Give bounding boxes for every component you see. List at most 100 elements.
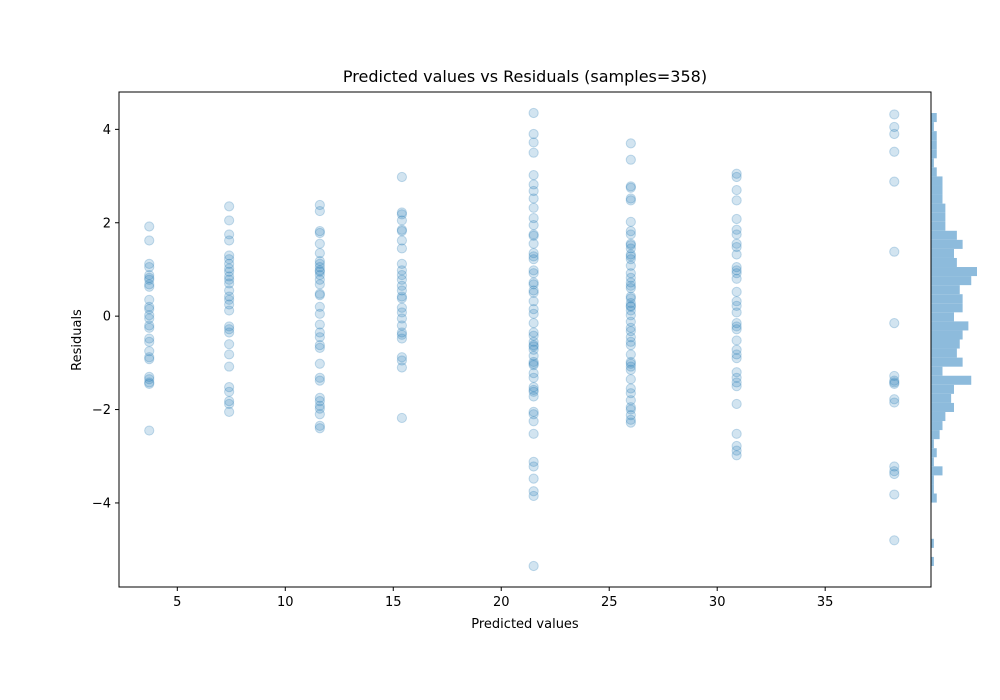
chart-title: Predicted values vs Residuals (samples=3… [343, 67, 707, 86]
scatter-point [314, 227, 325, 239]
scatter-point [625, 138, 636, 149]
scatter-point [625, 322, 636, 333]
histogram-bar [931, 339, 960, 349]
x-axis-label: Predicted values [471, 617, 579, 632]
scatter-point [314, 409, 325, 420]
scatter-point [625, 414, 636, 425]
y-axis-label: Residuals [70, 309, 85, 371]
scatter-point [528, 340, 539, 351]
scatter-point [528, 238, 539, 249]
scatter-point [528, 318, 539, 329]
scatter-point [528, 219, 539, 231]
scatter-point [144, 301, 155, 312]
scatter-point [396, 329, 408, 340]
histogram-bar [931, 212, 946, 222]
scatter-point [314, 396, 325, 407]
scatter-point [224, 386, 235, 397]
scatter-point [528, 344, 539, 355]
scatter-point [528, 268, 539, 279]
scatter-point [224, 321, 235, 332]
scatter-point [889, 461, 900, 472]
scatter-point [731, 273, 742, 284]
histogram-bar [931, 357, 963, 367]
scatter-point [528, 304, 539, 315]
scatter-point [528, 409, 539, 420]
scatter-point [731, 440, 742, 452]
histogram-bar [931, 194, 943, 204]
scatter-point [625, 182, 636, 193]
scatter-point [625, 325, 636, 337]
scatter-point [314, 403, 325, 414]
scatter-point [528, 327, 539, 338]
histogram-bar [931, 158, 934, 168]
scatter-point [528, 330, 539, 341]
scatter-point [528, 279, 539, 290]
histogram-bar [931, 538, 934, 548]
scatter-point [889, 375, 900, 386]
histogram-bar [931, 185, 943, 195]
y-tick-label: 4 [103, 123, 111, 138]
scatter-point [528, 147, 539, 158]
scatter-point [314, 199, 325, 211]
scatter-point [396, 313, 408, 324]
scatter-point [731, 381, 742, 392]
scatter-point [528, 229, 539, 240]
scatter-point [144, 281, 155, 292]
scatter-point [625, 417, 636, 428]
scatter-point [625, 249, 636, 260]
y-tick-label: −2 [92, 403, 111, 418]
scatter-point [314, 279, 325, 290]
histogram-bar [931, 257, 957, 268]
scatter-point [625, 268, 636, 279]
scatter-point [625, 310, 636, 321]
scatter-point [528, 170, 539, 181]
scatter-point [731, 321, 742, 332]
histogram-bar [931, 439, 934, 449]
scatter-point [314, 319, 325, 330]
scatter-point [731, 195, 742, 206]
scatter-point [625, 240, 636, 251]
scatter-point [731, 367, 742, 378]
scatter-point [314, 358, 325, 369]
plot-area-frame [118, 91, 932, 588]
scatter-point [396, 209, 408, 220]
scatter-point [731, 377, 742, 388]
scatter-point [314, 392, 325, 403]
scatter-point [731, 318, 742, 329]
scatter-point [528, 137, 539, 148]
scatter-point [314, 205, 325, 217]
scatter-point [731, 286, 742, 297]
scatter-point [625, 229, 636, 240]
scatter-point [144, 378, 155, 389]
histogram-bar [931, 239, 963, 249]
scatter-point [625, 195, 636, 206]
scatter-point [528, 285, 539, 296]
scatter-point [144, 333, 155, 344]
scatter-point [625, 154, 636, 165]
scatter-point [731, 184, 742, 196]
scatter-point [144, 313, 155, 324]
scatter-point [528, 107, 539, 119]
histogram-bar [931, 402, 954, 412]
scatter-point [144, 371, 155, 382]
scatter-point [528, 265, 539, 276]
scatter-point [731, 262, 742, 273]
scatter-point [224, 263, 235, 274]
scatter-point [731, 213, 742, 225]
scatter-point [625, 260, 636, 271]
scatter-point [528, 428, 539, 439]
scatter-point [224, 278, 235, 289]
scatter-point [314, 332, 325, 343]
histogram-bar [931, 131, 937, 141]
scatter-point [528, 248, 539, 259]
scatter-point [625, 301, 636, 312]
scatter-point [396, 215, 408, 226]
scatter-point [314, 226, 325, 237]
scatter-point [625, 349, 636, 360]
scatter-point [528, 391, 539, 402]
histogram-bar [931, 203, 946, 213]
scatter-point [528, 193, 539, 204]
scatter-point [731, 353, 742, 364]
scatter-point [314, 269, 325, 281]
scatter-point [396, 235, 408, 246]
